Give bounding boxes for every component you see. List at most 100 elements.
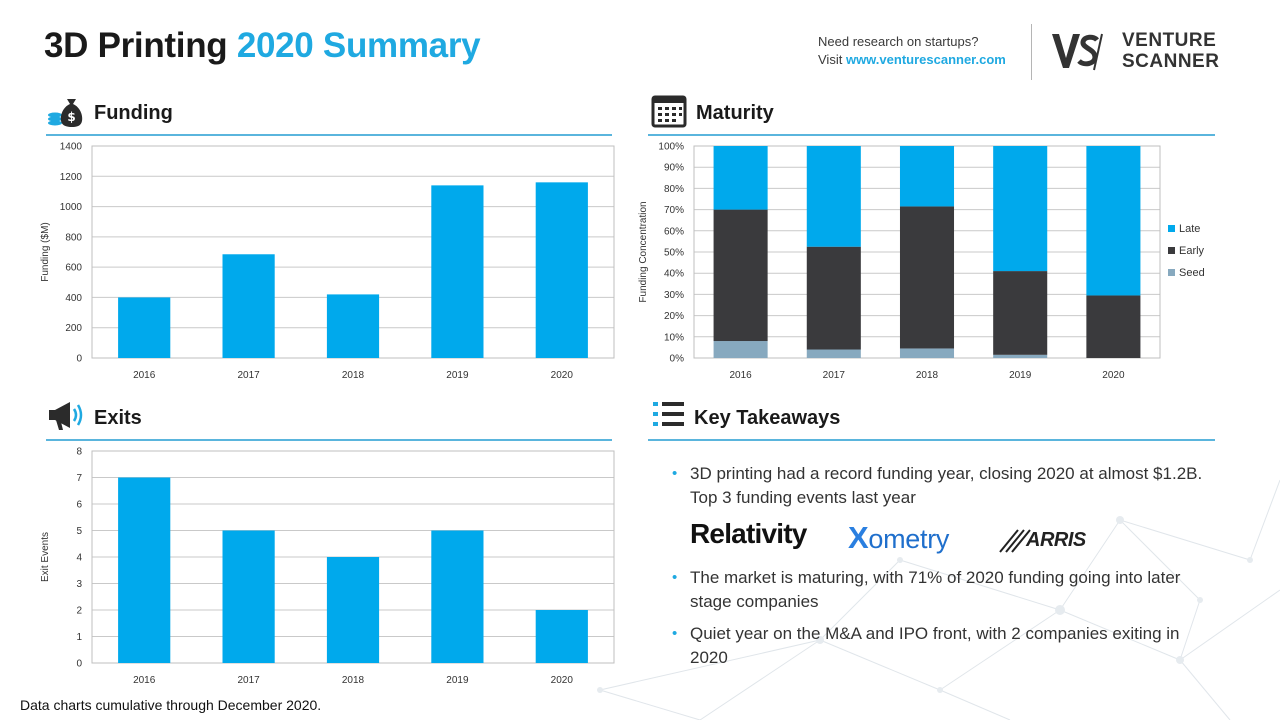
x-tick-label: 2018 [342, 370, 365, 381]
legend-label: Early [1179, 245, 1205, 257]
bar [118, 297, 171, 358]
y-tick-label: 1200 [60, 172, 83, 183]
maturity-rule [648, 134, 1215, 136]
bar-segment-late [899, 146, 955, 207]
list-icon [653, 402, 684, 426]
y-tick-label: 40% [664, 269, 684, 280]
y-tick-label: 60% [664, 226, 684, 237]
bullet-icon: • [672, 465, 678, 482]
research-callout: Need research on startups? Visit www.ven… [818, 33, 1006, 69]
y-axis-label: Exit Events [40, 532, 51, 582]
x-tick-label: 2019 [1009, 370, 1032, 381]
money-bag-icon: $ [48, 99, 83, 127]
takeaway-item: • The market is maturing, with 71% of 20… [672, 566, 1212, 614]
brand-line-1: VENTURE [1122, 30, 1217, 51]
takeaway-item: • Quiet year on the M&A and IPO front, w… [672, 622, 1212, 670]
x-tick-label: 2016 [133, 370, 156, 381]
y-tick-label: 70% [664, 205, 684, 216]
takeaway-text: Quiet year on the M&A and IPO front, wit… [690, 624, 1180, 667]
x-tick-label: 2020 [551, 675, 574, 686]
takeaway-text: 3D printing had a record funding year, c… [690, 464, 1203, 507]
takeaways-list: • 3D printing had a record funding year,… [672, 462, 1212, 670]
legend-swatch [1168, 247, 1175, 254]
exits-rule [46, 439, 612, 441]
takeaway-item: • 3D printing had a record funding year,… [672, 462, 1212, 510]
venture-scanner-logo-icon [1052, 33, 1103, 71]
y-tick-label: 80% [664, 184, 684, 195]
bullet-icon: • [672, 569, 678, 586]
bar-segment-seed [713, 341, 768, 358]
megaphone-icon [49, 402, 83, 430]
x-tick-label: 2020 [1102, 370, 1125, 381]
y-tick-label: 1400 [60, 142, 83, 153]
x-tick-label: 2019 [446, 675, 469, 686]
bar-segment-late [806, 146, 861, 247]
y-tick-label: 1000 [60, 202, 83, 213]
legend-label: Seed [1179, 267, 1205, 279]
takeaways-title: Key Takeaways [694, 407, 841, 429]
x-tick-label: 2017 [237, 675, 260, 686]
x-tick-label: 2020 [551, 370, 574, 381]
bar-segment-early [713, 209, 768, 342]
research-question: Need research on startups? [818, 34, 979, 49]
bar [326, 557, 380, 663]
y-tick-label: 800 [65, 232, 82, 243]
y-tick-label: 20% [664, 311, 684, 322]
research-visit-line: Visit www.venturescanner.com [818, 51, 1006, 69]
bar-segment-early [899, 206, 955, 349]
header-divider [1031, 24, 1032, 80]
y-tick-label: 90% [664, 163, 684, 174]
bar [431, 185, 484, 358]
takeaway-text: The market is maturing, with 71% of 2020… [690, 568, 1181, 611]
y-tick-label: 1 [76, 632, 82, 643]
maturity-title: Maturity [696, 102, 774, 124]
legend-label: Late [1179, 223, 1200, 235]
bar-segment-early [993, 271, 1048, 355]
legend-swatch [1168, 225, 1175, 232]
bar-segment-early [806, 246, 861, 350]
y-tick-label: 0 [76, 354, 82, 365]
bar [222, 530, 275, 663]
x-tick-label: 2019 [446, 370, 469, 381]
bar [222, 254, 275, 358]
bar-segment-seed [806, 349, 861, 358]
x-tick-label: 2018 [342, 675, 365, 686]
bullet-icon: • [672, 625, 678, 642]
y-tick-label: 10% [664, 332, 684, 343]
bar-segment-late [993, 146, 1048, 272]
title-accent: 2020 Summary [236, 26, 481, 65]
y-tick-label: 30% [664, 290, 684, 301]
y-tick-label: 7 [76, 473, 82, 484]
y-tick-label: 600 [65, 263, 82, 274]
footnote: Data charts cumulative through December … [20, 697, 322, 713]
relativity-logo: Relativity [690, 518, 807, 549]
bar [535, 182, 588, 358]
y-tick-label: 0 [76, 659, 82, 670]
x-tick-label: 2017 [237, 370, 260, 381]
brand-name: VENTURE SCANNER [1122, 30, 1219, 72]
y-tick-label: 0% [670, 354, 685, 365]
bar-segment-seed [899, 348, 955, 358]
funding-logos: Relativity Xometry ARRIS [672, 514, 1212, 562]
funding-title: Funding [94, 102, 173, 124]
bar [431, 530, 484, 663]
xometry-logo-x: X [848, 520, 869, 555]
x-tick-label: 2017 [823, 370, 846, 381]
bar-segment-late [1086, 146, 1141, 296]
x-tick-label: 2016 [729, 370, 752, 381]
exits-title: Exits [94, 407, 142, 429]
arris-swoosh-icon [999, 529, 1031, 553]
y-tick-label: 4 [76, 553, 82, 564]
funding-chart: 0 200 400 600 800 1000 1200 1400 2016 2017 2018 201… [40, 142, 615, 381]
y-tick-label: 200 [65, 323, 82, 334]
xometry-logo-rest: ometry [868, 524, 950, 554]
bar-segment-early [1086, 295, 1141, 358]
takeaways-rule [648, 439, 1215, 441]
bar [535, 610, 588, 663]
arris-logo-text: ARRIS [1026, 529, 1086, 551]
research-visit-label: Visit [818, 52, 843, 67]
y-axis-label: Funding ($M) [40, 222, 51, 281]
research-url-link[interactable]: www.venturescanner.com [845, 52, 1006, 67]
y-tick-label: 400 [65, 293, 82, 304]
